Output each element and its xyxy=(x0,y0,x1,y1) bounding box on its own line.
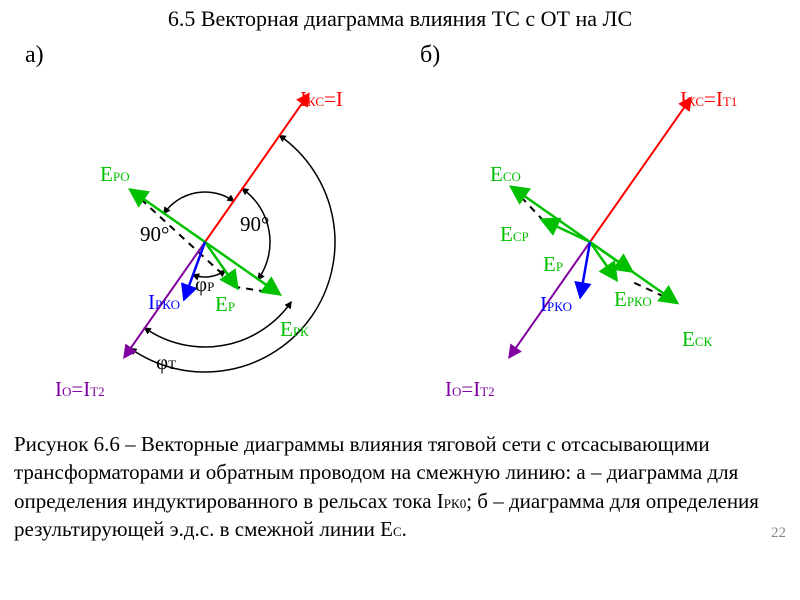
vector-label-Ecp: EСР xyxy=(500,222,529,247)
vector-label-Ipko: IРКО xyxy=(148,290,180,315)
vector-label-Eck: EСК xyxy=(682,327,712,352)
vector-label-Ipko: IРКО xyxy=(540,292,572,317)
vector-Epk xyxy=(205,242,279,294)
vector-label-Eco: EСО xyxy=(490,162,521,187)
vector-label-Ikc: IКС=IТ1 xyxy=(680,87,737,112)
vector-label-Epk: EРК xyxy=(280,317,309,342)
vector-diagrams: а) б) 90°90°φРφТIКС=IIО=IТ2EРОEРКЕРIРКОI xyxy=(0,32,800,412)
vector-label-Ikc: IКС=I xyxy=(300,87,343,112)
angle-label: φР xyxy=(195,272,214,297)
vector-label-Ep: ЕР xyxy=(543,252,563,277)
angle-label: φТ xyxy=(156,350,176,375)
vector-Epko xyxy=(590,242,631,271)
diagram-title: 6.5 Векторная диаграмма влияния ТС с ОТ … xyxy=(0,0,800,32)
angle-label: 90° xyxy=(140,222,169,247)
vector-label-Epo: EРО xyxy=(100,162,130,187)
figure-caption: Рисунок 6.6 – Векторные диаграммы влияни… xyxy=(14,430,786,543)
vector-label-Io: IО=IТ2 xyxy=(55,377,105,402)
vector-Ep xyxy=(590,242,616,279)
vector-label-Ep: ЕР xyxy=(215,292,235,317)
page-number: 22 xyxy=(771,523,786,543)
vector-label-Epko: EРКО xyxy=(614,287,652,312)
vector-Ecp xyxy=(543,220,590,242)
vector-Ikc xyxy=(590,99,690,242)
vector-label-Io: IО=IТ2 xyxy=(445,377,495,402)
angle-label: 90° xyxy=(240,212,269,237)
